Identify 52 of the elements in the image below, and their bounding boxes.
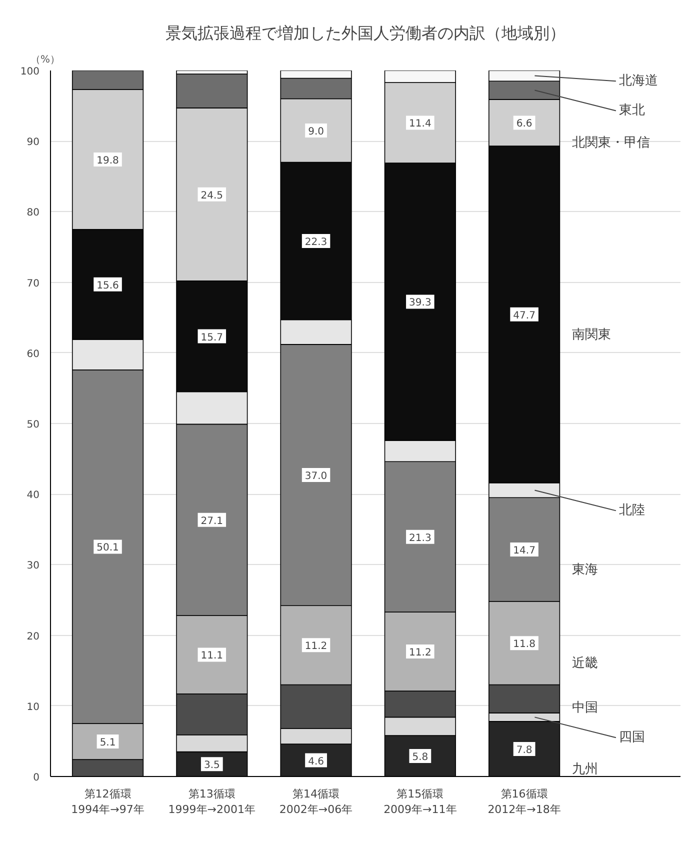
y-tick-label: 0 [33,772,40,784]
data-label: 11.8 [513,639,536,650]
data-label: 47.7 [513,310,536,322]
data-label: 5.1 [100,738,116,749]
data-label: 11.1 [200,650,224,662]
data-label: 5.8 [412,752,428,764]
y-axis-title: （%） [30,54,60,66]
data-label: 15.7 [200,332,224,344]
series-label: 東海 [572,562,598,578]
data-label: 3.5 [204,760,220,772]
data-label: 39.3 [409,298,432,309]
data-label: 27.1 [200,516,224,527]
series-label: 中国 [572,700,598,716]
data-label: 11.2 [304,641,328,652]
x-tick-label: 第16循環 2012年→18年 [488,788,561,816]
data-label: 24.5 [200,190,224,202]
x-tick-label: 第14循環 2002年→06年 [279,788,353,816]
data-label: 14.7 [513,546,536,557]
series-label: 九州 [572,762,598,777]
y-tick-label: 20 [26,631,40,642]
text: 北陸 [619,503,646,518]
data-label: 37.0 [304,471,328,482]
data-label: 9.0 [308,126,324,138]
series-label: 北関東・甲信 [572,136,650,151]
x-tick-label: 第15循環 2009年→11年 [384,788,457,816]
text: 北海道 [619,74,658,89]
y-tick-label: 40 [26,490,40,502]
data-label: 19.8 [96,155,119,166]
data-label: 15.6 [96,280,119,292]
text: 東北 [619,103,646,118]
y-tick-label: 10 [26,702,40,713]
data-label: 11.4 [409,118,432,130]
y-tick-label: 80 [26,208,40,219]
text: 四国 [619,730,646,746]
data-label: 6.6 [516,118,532,130]
y-tick-label: 100 [20,66,40,78]
y-tick-label: 90 [26,137,40,148]
data-label: 22.3 [304,237,328,248]
y-tick-label: 30 [26,560,40,572]
y-tick-label: 60 [26,348,40,360]
data-label: 21.3 [409,532,432,544]
data-label: 50.1 [96,542,119,554]
x-tick-label: 第12循環 1994年→97年 [71,788,144,816]
data-label: 11.2 [409,648,432,659]
data-label: 4.6 [308,756,324,768]
series-label: 近畿 [572,656,598,672]
y-tick-label: 50 [26,420,40,430]
data-label: 7.8 [516,744,532,756]
series-label: 南関東 [572,327,612,342]
x-tick-label: 第13循環 1999年→2001年 [168,788,256,816]
y-tick-label: 70 [26,278,40,290]
chart-title: 景気拡張過程で増加した外国人労働者の内訳（地域別） [166,24,566,42]
